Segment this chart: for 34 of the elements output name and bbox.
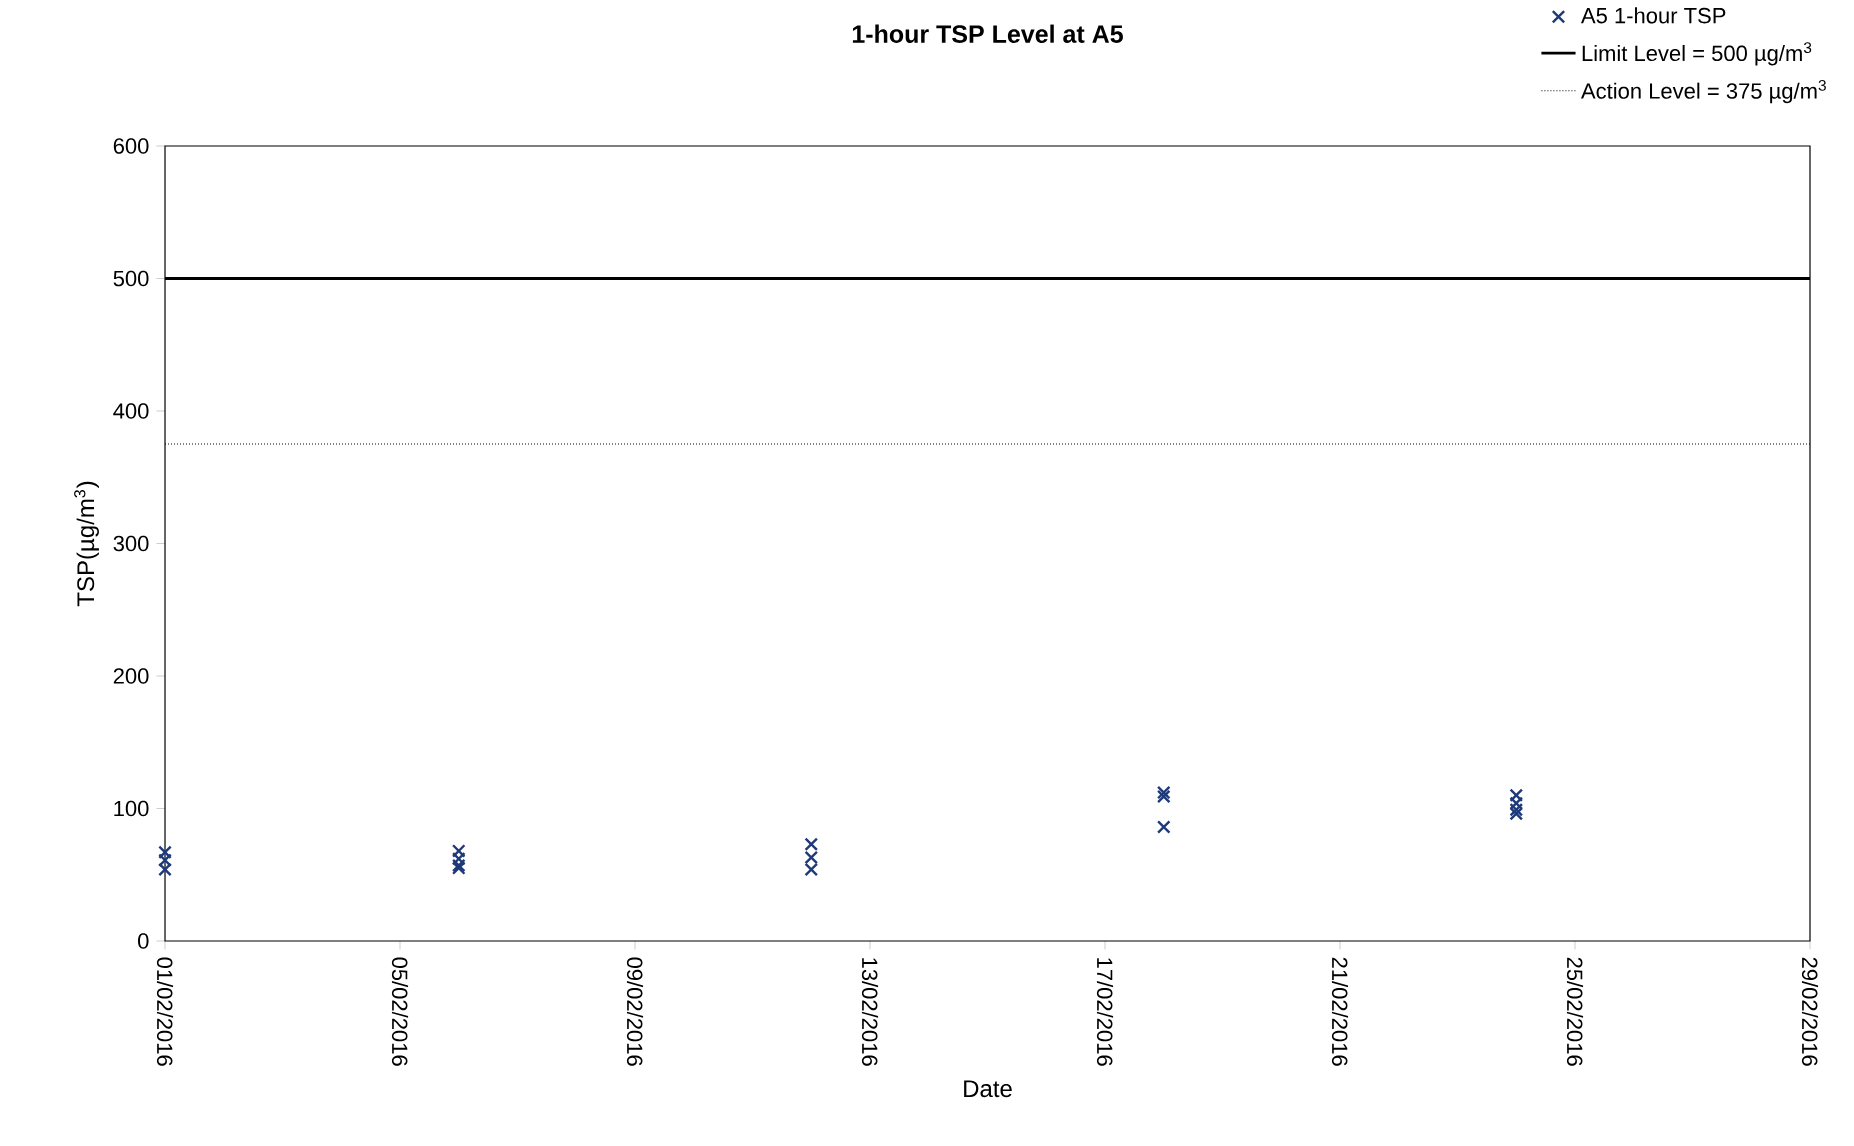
y-tick-label: 400: [113, 403, 149, 419]
point: [1509, 788, 1524, 803]
legend-label: A5 1-hour TSP: [1580, 7, 1726, 24]
x-tick-label: 21/02/2016: [1331, 957, 1349, 1066]
y-tick-label: 100: [114, 800, 149, 817]
point: [804, 862, 819, 877]
point: [451, 844, 466, 858]
legend-label: Action Level = 375 µg/m$^{3}$: [1580, 79, 1826, 104]
point: [804, 837, 819, 852]
x-axis-title: Date: [964, 1080, 1012, 1098]
legend-label: Limit Level = 500 µg/m$^{3}$: [1582, 42, 1812, 66]
x-tick-label: 01/02/2016: [156, 957, 174, 1066]
point: [1156, 820, 1171, 834]
x-tick-label: 09/02/2016: [626, 957, 644, 1066]
x-tick-label: 13/02/2016: [861, 958, 879, 1066]
point: [158, 862, 172, 877]
point: [1509, 802, 1524, 817]
y-tick-label: 0: [138, 933, 149, 949]
point: [1156, 789, 1171, 804]
chart-title: 1-hour TSP Level at A5: [852, 24, 1123, 43]
point: [1156, 785, 1171, 800]
x-tick-label: 17/02/2016: [1096, 958, 1114, 1066]
y-tick-label: 600: [113, 138, 149, 154]
point: [1509, 796, 1524, 811]
y-tick-label: 300: [113, 535, 149, 552]
y-tick-label: 500: [113, 270, 149, 287]
x-tick-label: 25/02/2016: [1566, 957, 1584, 1066]
x-tick-label: 29/02/2016: [1801, 957, 1819, 1066]
point: [1509, 806, 1524, 821]
point: [158, 845, 172, 860]
point: [804, 850, 819, 865]
y-tick-label: 200: [113, 668, 149, 684]
x-tick-label: 05/02/2016: [391, 957, 409, 1066]
y-axis-title: TSP(µg/m$^{3}$): [74, 481, 99, 607]
